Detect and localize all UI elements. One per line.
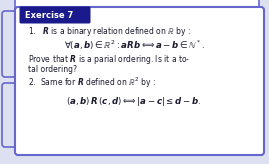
FancyBboxPatch shape <box>15 7 264 155</box>
Text: tal ordering?: tal ordering? <box>28 65 77 74</box>
Text: Prove that $\boldsymbol{R}$ is a parial ordering. Is it a to-: Prove that $\boldsymbol{R}$ is a parial … <box>28 53 190 66</box>
Text: 2.  Same for $\boldsymbol{R}$ defined on $\mathbb{R}^2$ by :: 2. Same for $\boldsymbol{R}$ defined on … <box>28 76 156 90</box>
Text: Exercise 7: Exercise 7 <box>25 10 73 20</box>
Text: $(\boldsymbol{a},\boldsymbol{b})\,\boldsymbol{R}\,(\boldsymbol{c},\boldsymbol{d}: $(\boldsymbol{a},\boldsymbol{b})\,\bolds… <box>66 95 202 109</box>
Text: 1.   $\boldsymbol{R}$ is a binary relation defined on $\mathbb{R}$ by :: 1. $\boldsymbol{R}$ is a binary relation… <box>28 24 191 38</box>
FancyBboxPatch shape <box>19 7 90 23</box>
FancyBboxPatch shape <box>15 0 259 15</box>
FancyBboxPatch shape <box>2 11 22 77</box>
FancyBboxPatch shape <box>2 83 22 147</box>
Text: $\forall(\boldsymbol{a},\boldsymbol{b})\in\mathbb{R}^2:\boldsymbol{a}\boldsymbol: $\forall(\boldsymbol{a},\boldsymbol{b})\… <box>64 38 204 52</box>
